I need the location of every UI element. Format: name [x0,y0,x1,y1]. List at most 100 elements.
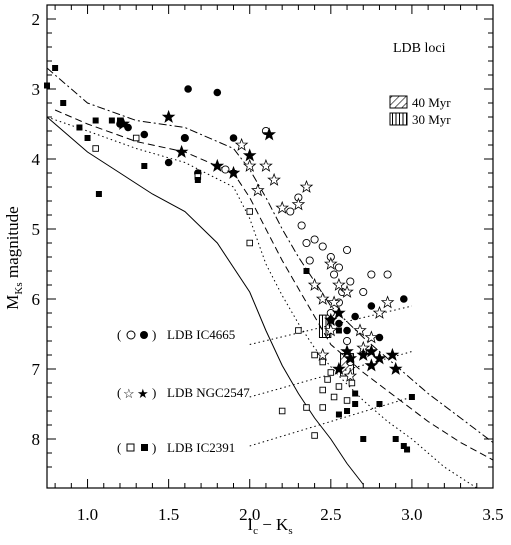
filled-circle [184,85,192,93]
label-ic4665: ( ) LDB IC4665 [117,327,235,342]
x-tick-label: 3.5 [482,505,503,524]
legend-30myr-label: 30 Myr [412,112,451,127]
filled-square [44,82,50,89]
svg-text:☆: ☆ [123,386,135,401]
filled-square [194,177,201,183]
filled-star [388,361,403,375]
filled-square [360,436,367,442]
open-square [324,376,331,383]
open-star [242,158,257,172]
curve-dashdot [46,67,494,443]
filled-circle [367,302,376,310]
open-square [246,239,253,247]
open-square [132,134,140,142]
open-square [319,404,326,411]
filled-star [242,148,257,162]
filled-square [52,65,59,71]
svg-text:(: ( [117,327,121,342]
svg-text:★: ★ [137,386,149,401]
plot-frame [46,4,494,489]
y-tick-label: 5 [32,220,41,239]
open-circle [297,221,306,230]
y-tick-label: 4 [32,150,41,169]
open-square [92,145,99,152]
open-circle [221,165,230,174]
svg-text:): ) [152,327,156,342]
open-circle [286,207,295,216]
open-star [251,183,265,197]
x-tick-label: 1.5 [158,505,179,524]
filled-square [108,117,115,124]
filled-star [161,109,176,123]
x-tick-label: 3.0 [401,505,422,524]
open-star [324,323,338,337]
open-star [267,172,281,186]
label-ic2391-text: LDB IC2391 [167,440,235,455]
open-square [330,393,338,401]
label-ic4665-text: LDB IC4665 [167,327,235,342]
filled-square [335,411,342,418]
open-circle [342,245,352,255]
legend-title: LDB loci [393,41,446,56]
open-square [311,432,318,439]
open-star [340,284,354,298]
filled-star [364,358,379,372]
isochrone-curves [46,67,494,489]
x-axis-title: Ic − Ks [247,515,292,537]
filled-square [376,401,383,407]
svg-text:(: ( [117,385,121,400]
label-ic2391: ( ) LDB IC2391 [117,440,235,455]
filled-star [174,144,189,158]
filled-circle [375,333,384,342]
curve-solid [46,116,364,485]
filled-star [356,347,371,361]
filled-square [60,100,67,106]
filled-star [372,351,387,365]
open-circle [330,270,339,279]
curve-dashed [54,109,494,461]
filled-square [116,117,123,124]
filled-square [344,408,351,414]
filled-square [352,401,359,407]
open-star [332,277,346,291]
label-ngc2547: ( ☆ ★ ) LDB NGC2547 [117,385,250,401]
filled-circle [213,88,222,97]
open-square [335,383,343,390]
svg-text:): ) [152,440,156,455]
legend-40myr-label: 40 Myr [412,95,451,110]
filled-circle [164,158,173,167]
filled-square [95,191,102,197]
filled-star [332,361,346,375]
open-star [291,197,306,211]
open-circle [346,277,355,286]
legend-30myr-swatch [389,112,408,126]
filled-square [92,117,99,124]
filled-circle [181,134,189,142]
axis-ticks: 1.0 1.5 2.0 2.5 3.0 3.5 2 3 4 5 6 7 8 [32,5,504,524]
open-star [315,347,330,361]
open-square [303,404,310,411]
open-circle [318,242,327,251]
filled-circle [400,295,408,303]
open-square [295,327,302,334]
open-circle [310,235,319,244]
filled-square [303,268,310,274]
open-square [246,208,253,215]
filled-square [400,443,407,449]
svg-text:): ) [152,385,156,400]
filled-star [332,305,346,319]
open-circle [359,287,368,297]
open-square [348,379,356,387]
filled-star [340,344,354,358]
open-square [319,358,326,366]
open-star [275,200,289,214]
open-square [327,369,335,376]
filled-circle [351,312,359,321]
y-tick-label: 3 [32,80,41,99]
ldb-lines [249,305,413,447]
y-tick-label: 7 [32,360,41,379]
open-star [343,368,358,382]
open-star [324,256,338,270]
open-circle [302,238,311,248]
